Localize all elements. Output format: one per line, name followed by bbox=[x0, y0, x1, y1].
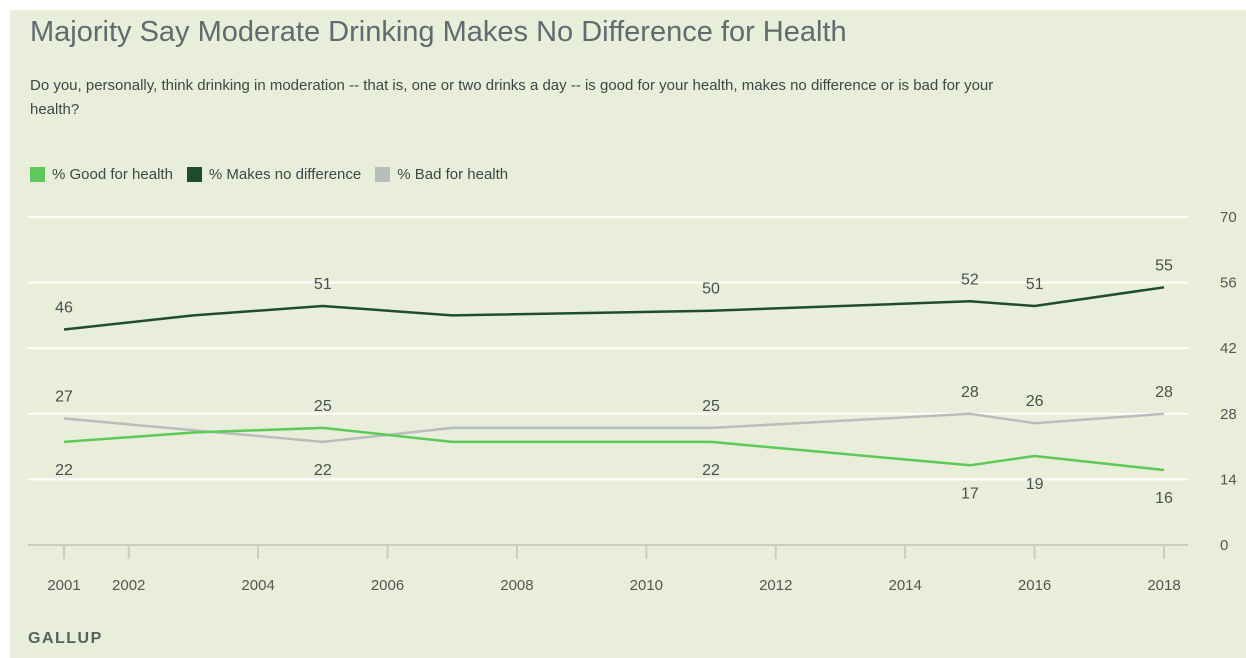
series-line-0 bbox=[63, 426, 1165, 472]
source-label: GALLUP bbox=[28, 630, 103, 647]
series-line-2 bbox=[63, 412, 1165, 444]
data-label: 51 bbox=[314, 276, 332, 293]
data-label: 22 bbox=[314, 462, 332, 479]
data-label: 19 bbox=[1026, 476, 1044, 493]
x-tick-label: 2008 bbox=[500, 577, 533, 594]
y-tick-label: 42 bbox=[1220, 340, 1237, 357]
legend-label-no-difference: % Makes no difference bbox=[208, 166, 362, 183]
data-label: 46 bbox=[55, 299, 73, 316]
data-label: 25 bbox=[702, 398, 720, 415]
y-tick-label: 28 bbox=[1220, 406, 1237, 423]
data-label: 27 bbox=[55, 388, 73, 405]
data-label: 52 bbox=[961, 271, 979, 288]
x-tick-label: 2014 bbox=[888, 577, 921, 594]
y-tick-label: 0 bbox=[1220, 537, 1228, 554]
x-tick-label: 2001 bbox=[47, 577, 80, 594]
x-tick-label: 2016 bbox=[1018, 577, 1051, 594]
x-tick-label: 2006 bbox=[371, 577, 404, 594]
x-tick-label: 2012 bbox=[759, 577, 792, 594]
data-label: 28 bbox=[961, 384, 979, 401]
chart-card: Majority Say Moderate Drinking Makes No … bbox=[10, 10, 1246, 658]
x-tick-label: 2002 bbox=[112, 577, 145, 594]
chart-title: Majority Say Moderate Drinking Makes No … bbox=[30, 16, 847, 48]
y-tick-label: 14 bbox=[1220, 471, 1237, 488]
legend-label-bad: % Bad for health bbox=[397, 166, 509, 183]
data-label: 25 bbox=[314, 398, 332, 415]
legend-swatch-no-difference bbox=[186, 167, 202, 182]
legend-label-good: % Good for health bbox=[52, 166, 173, 183]
data-label: 17 bbox=[961, 485, 979, 502]
legend-swatch-good bbox=[30, 167, 45, 182]
legend-swatch-bad bbox=[375, 167, 391, 182]
series-line-1 bbox=[63, 286, 1165, 331]
data-label: 16 bbox=[1155, 490, 1173, 507]
legend-item-bad: % Bad for health bbox=[375, 166, 508, 183]
x-tick-label: 2004 bbox=[241, 577, 274, 594]
data-label: 50 bbox=[702, 281, 720, 298]
data-label: 51 bbox=[1026, 276, 1044, 293]
data-label: 26 bbox=[1026, 393, 1044, 410]
x-tick-label: 2018 bbox=[1147, 577, 1180, 594]
y-tick-label: 56 bbox=[1220, 275, 1237, 292]
chart-subtitle: Do you, personally, think drinking in mo… bbox=[30, 77, 994, 118]
legend-item-good: % Good for health bbox=[30, 166, 173, 183]
legend-item-no-difference: % Makes no difference bbox=[186, 166, 362, 183]
chart-legend: % Good for health % Makes no difference … bbox=[30, 166, 522, 183]
data-label: 22 bbox=[55, 462, 73, 479]
data-label: 55 bbox=[1155, 257, 1173, 274]
line-chart: 0 14 28 42 56 70 2001 2002 2004 2006 2008 2010 2012 2… bbox=[28, 209, 1237, 594]
data-label: 22 bbox=[702, 462, 720, 479]
data-label: 28 bbox=[1155, 384, 1173, 401]
y-tick-label: 70 bbox=[1220, 209, 1237, 226]
x-tick-label: 2010 bbox=[630, 577, 663, 594]
